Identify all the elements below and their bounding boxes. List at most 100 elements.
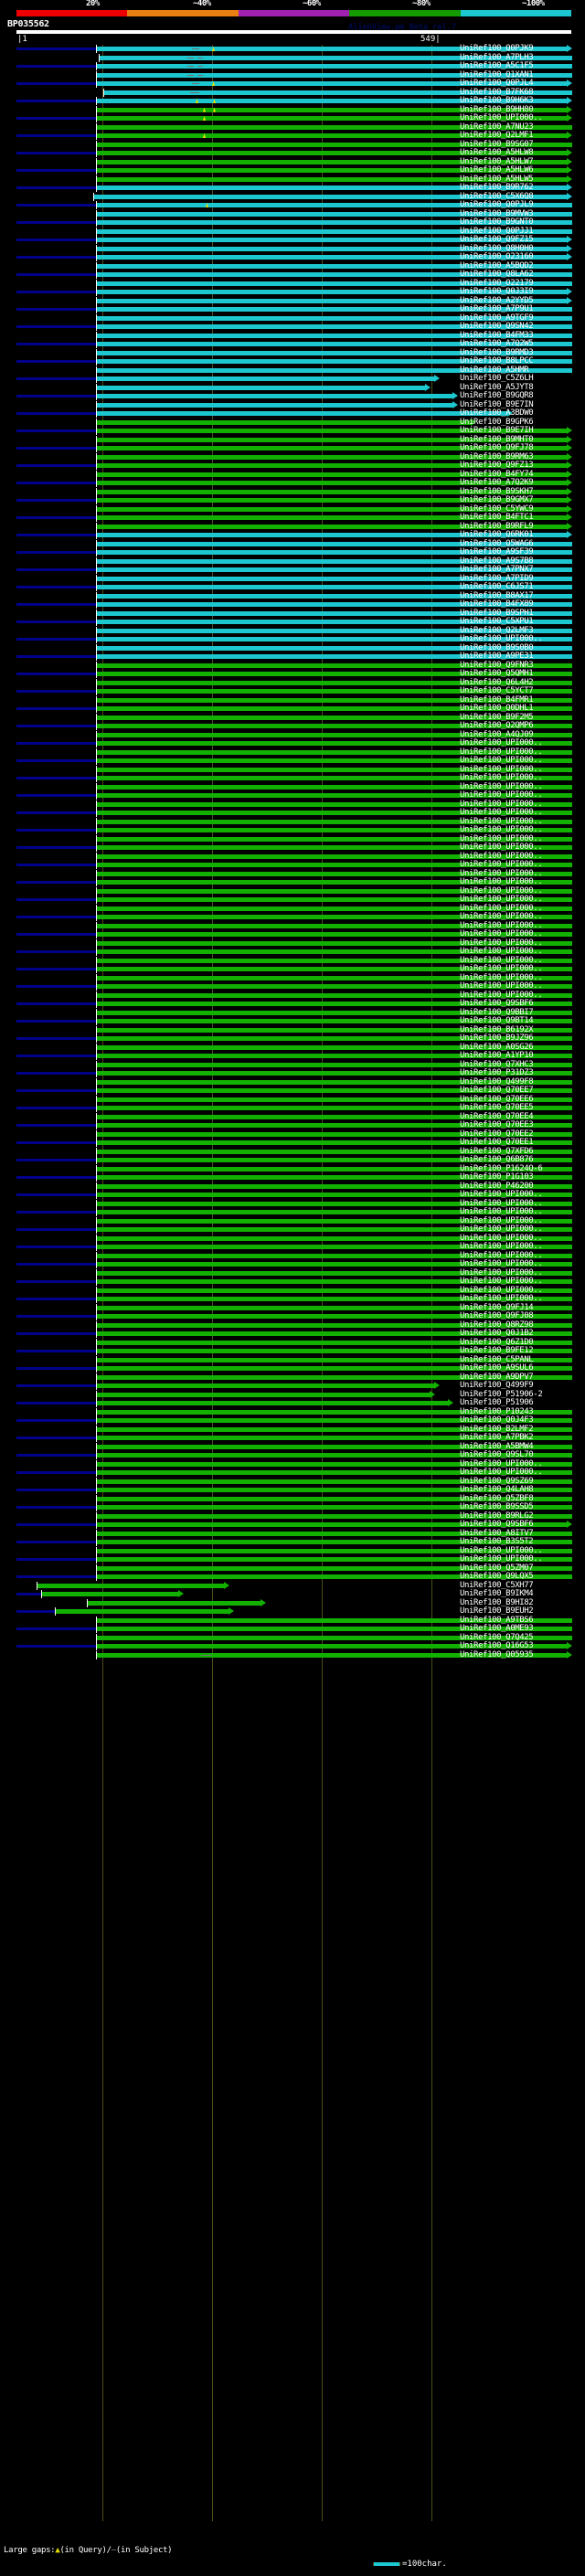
hit-label[interactable]: UniRef100_UPI000.. [460, 833, 543, 843]
hit-row[interactable]: UniRef100_A5BQD2 [0, 261, 585, 270]
hit-row[interactable]: UniRef100_Q6Z1D0 [0, 1338, 585, 1347]
hit-row[interactable]: UniRef100_Q8H0H0 [0, 244, 585, 253]
hit-row[interactable]: UniRef100_Q70EE7 [0, 1086, 585, 1095]
hit-label[interactable]: UniRef100_A5BMW4 [460, 1441, 534, 1451]
hsp-bar[interactable] [97, 1522, 567, 1527]
hit-label[interactable]: UniRef100_Q9SL70 [460, 1450, 534, 1459]
hit-label[interactable]: UniRef100_B2LMF2 [460, 1424, 534, 1434]
hsp-bar[interactable] [100, 55, 572, 60]
hit-label[interactable]: UniRef100_A7PNX7 [460, 565, 534, 574]
hit-row[interactable]: UniRef100_UPI000.. [0, 1259, 585, 1268]
hit-row[interactable]: UniRef100_B6192X [0, 1025, 585, 1034]
hit-label[interactable]: UniRef100_P1624Q-6 [460, 1163, 543, 1173]
hsp-bar[interactable] [97, 506, 567, 512]
hit-label[interactable]: UniRef100_B9GMX7 [460, 495, 534, 504]
hit-row[interactable]: UniRef100_UPI000.. [0, 1224, 585, 1234]
hit-row[interactable]: UniRef100_UPI000.. [0, 790, 585, 800]
hsp-bar[interactable] [97, 1297, 572, 1301]
hsp-bar[interactable] [97, 724, 572, 728]
hit-label[interactable]: UniRef100_UPI000.. [460, 851, 543, 861]
hit-row[interactable]: UniRef100_UPI000.. [0, 1234, 585, 1243]
hit-label[interactable]: UniRef100_UPI000.. [460, 634, 543, 643]
hit-label[interactable]: UniRef100_Q6L4H2 [460, 677, 534, 687]
hsp-bar[interactable] [97, 281, 572, 286]
hit-row[interactable]: UniRef100_UPI000.. [0, 738, 585, 747]
hit-label[interactable]: UniRef100_UPI000.. [460, 1545, 543, 1555]
hit-label[interactable]: UniRef100_Q9FJ78 [460, 443, 534, 452]
hsp-bar[interactable] [97, 533, 567, 537]
hit-label[interactable]: UniRef100_UPI000.. [460, 981, 543, 991]
hsp-bar[interactable] [37, 1583, 224, 1588]
hit-label[interactable]: UniRef100_A5HLW7 [460, 156, 534, 166]
hit-label[interactable]: UniRef100_UPI000.. [460, 990, 543, 1000]
hsp-bar[interactable] [97, 1635, 572, 1640]
hsp-bar[interactable] [97, 359, 572, 364]
hit-row[interactable]: UniRef100_Q6L4H2 [0, 677, 585, 687]
hit-label[interactable]: UniRef100_UPI000.. [460, 1267, 543, 1277]
hit-label[interactable]: UniRef100_Q0PJL9 [460, 200, 534, 209]
hit-label[interactable]: UniRef100_B9SSD5 [460, 1502, 534, 1511]
hit-label[interactable]: UniRef100_B9SPH1 [460, 608, 534, 618]
hsp-bar[interactable] [97, 498, 567, 503]
hsp-bar[interactable] [97, 767, 572, 772]
hit-label[interactable]: UniRef100_B8LPCC [460, 356, 534, 366]
hit-label[interactable]: UniRef100_A9TBS6 [460, 1615, 534, 1625]
hit-label[interactable]: UniRef100_A7PBK2 [460, 1433, 534, 1442]
hsp-bar[interactable] [97, 64, 572, 69]
hit-row[interactable]: UniRef100_B9MHT0 [0, 435, 585, 444]
hit-label[interactable]: UniRef100_UPI000.. [460, 738, 543, 747]
hit-row[interactable]: UniRef100_A5BMW4 [0, 1441, 585, 1451]
hsp-bar[interactable] [97, 576, 572, 581]
hit-row[interactable]: UniRef100_UPI000.. [0, 843, 585, 852]
hit-row[interactable]: UniRef100_Q16G53 [0, 1641, 585, 1650]
hit-row[interactable]: UniRef100_B9R762 [0, 183, 585, 192]
hit-label[interactable]: UniRef100_C5Z6LH [460, 374, 534, 383]
hit-label[interactable]: UniRef100_A9DPV7 [460, 1372, 534, 1382]
hit-label[interactable]: UniRef100_B4FMR1 [460, 694, 534, 705]
hit-row[interactable]: UniRef100_A7Q2K9 [0, 478, 585, 487]
hsp-bar[interactable] [97, 1218, 572, 1224]
hsp-bar[interactable] [97, 1158, 572, 1162]
hsp-bar[interactable] [97, 1540, 572, 1544]
hsp-bar[interactable] [97, 99, 567, 103]
hit-row[interactable]: UniRef100_Q9FZ15 [0, 235, 585, 244]
hsp-bar[interactable] [97, 342, 572, 346]
hit-label[interactable]: UniRef100_UPI000.. [460, 816, 543, 826]
hit-label[interactable]: UniRef100_Q9FZ15 [460, 235, 534, 244]
hsp-bar[interactable] [97, 1227, 572, 1232]
hit-row[interactable]: UniRef100_A7Q2W5 [0, 339, 585, 348]
hit-row[interactable]: UniRef100_P51906-2 [0, 1390, 585, 1399]
hit-row[interactable]: UniRef100_B7FK68 [0, 88, 585, 97]
hsp-bar[interactable] [97, 107, 567, 112]
hit-label[interactable]: UniRef100_UPI000.. [460, 1215, 543, 1225]
hsp-bar[interactable] [97, 1617, 572, 1623]
hsp-bar[interactable] [97, 853, 572, 859]
hsp-bar[interactable] [97, 1401, 448, 1405]
hit-label[interactable]: UniRef100_UPI000.. [460, 1458, 543, 1468]
hit-label[interactable]: UniRef100_A2YYD5 [460, 295, 534, 305]
hit-label[interactable]: UniRef100_C5PANL [460, 1354, 534, 1364]
hsp-bar[interactable] [97, 419, 471, 425]
hit-label[interactable]: UniRef100_UPI000.. [460, 825, 543, 834]
hit-row[interactable]: UniRef100_UPI000.. [0, 877, 585, 886]
hsp-bar[interactable] [97, 672, 572, 676]
hit-label[interactable]: UniRef100_A3BDW0 [460, 408, 534, 418]
hit-label[interactable]: UniRef100_A9SF39 [460, 547, 534, 557]
hit-row[interactable]: UniRef100_A9S7B8 [0, 557, 585, 566]
hit-row[interactable]: UniRef100_UPI000.. [0, 816, 585, 826]
hit-label[interactable]: UniRef100_A5C1F5 [460, 61, 534, 70]
hit-row[interactable]: UniRef100_A9TBS6 [0, 1615, 585, 1625]
hit-label[interactable]: UniRef100_UPI000.. [460, 947, 543, 956]
hit-row[interactable]: UniRef100_A7NU23 [0, 122, 585, 132]
hit-label[interactable]: UniRef100_Q8LA62 [460, 270, 534, 279]
hsp-bar[interactable] [97, 1270, 572, 1276]
hit-label[interactable]: UniRef100_A7NU23 [460, 122, 534, 132]
hit-row[interactable]: UniRef100_Q4LAH8 [0, 1485, 585, 1494]
hit-row[interactable]: UniRef100_B4FX89 [0, 599, 585, 609]
hit-label[interactable]: UniRef100_B9JZ96 [460, 1034, 534, 1043]
hit-row[interactable]: UniRef100_P31DZ3 [0, 1068, 585, 1077]
hit-row[interactable]: UniRef100_B4FY74 [0, 470, 585, 479]
hit-row[interactable]: UniRef100_B9E7IH [0, 426, 585, 435]
hit-row[interactable]: UniRef100_Q70EE5 [0, 1103, 585, 1112]
hit-label[interactable]: UniRef100_Q16G53 [460, 1641, 534, 1650]
